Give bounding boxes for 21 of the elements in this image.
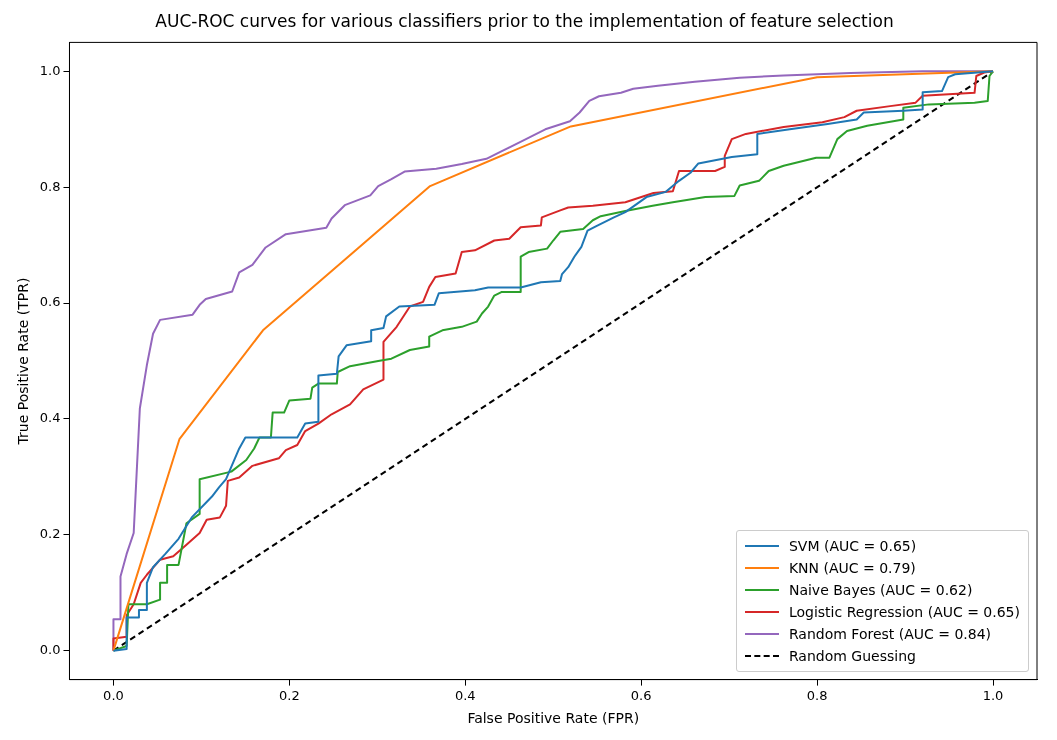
x-axis-title: False Positive Rate (FPR) — [467, 710, 640, 727]
y-tick-label: 1.0 — [39, 62, 61, 78]
y-tick-label: 0.0 — [39, 642, 61, 658]
legend-label: KNN (AUC = 0.79) — [788, 559, 916, 576]
y-axis-title: True Positive Rate (TPR) — [15, 277, 32, 446]
chart-title: AUC-ROC curves for various classifiers prior to the implementation of feature selection — [155, 10, 894, 31]
y-tick-label: 0.6 — [39, 294, 61, 310]
x-tick-label: 0.0 — [103, 687, 124, 703]
legend-label: Random Forest (AUC = 0.84) — [788, 625, 992, 642]
x-tick-label: 0.8 — [806, 687, 828, 703]
x-tick-label: 1.0 — [982, 687, 1004, 703]
y-tick-label: 0.8 — [39, 178, 61, 194]
legend-label: Naive Bayes (AUC = 0.62) — [788, 581, 973, 598]
y-tick-label: 0.2 — [39, 526, 61, 542]
y-tick-label: 0.4 — [39, 410, 61, 426]
legend-label: Logistic Regression (AUC = 0.65) — [788, 603, 1020, 620]
legend-label: Random Guessing — [788, 647, 916, 664]
x-tick-label: 0.6 — [630, 687, 652, 703]
x-tick-label: 0.2 — [279, 687, 300, 703]
legend-label: SVM (AUC = 0.65) — [788, 537, 917, 554]
x-tick-label: 0.4 — [454, 687, 476, 703]
